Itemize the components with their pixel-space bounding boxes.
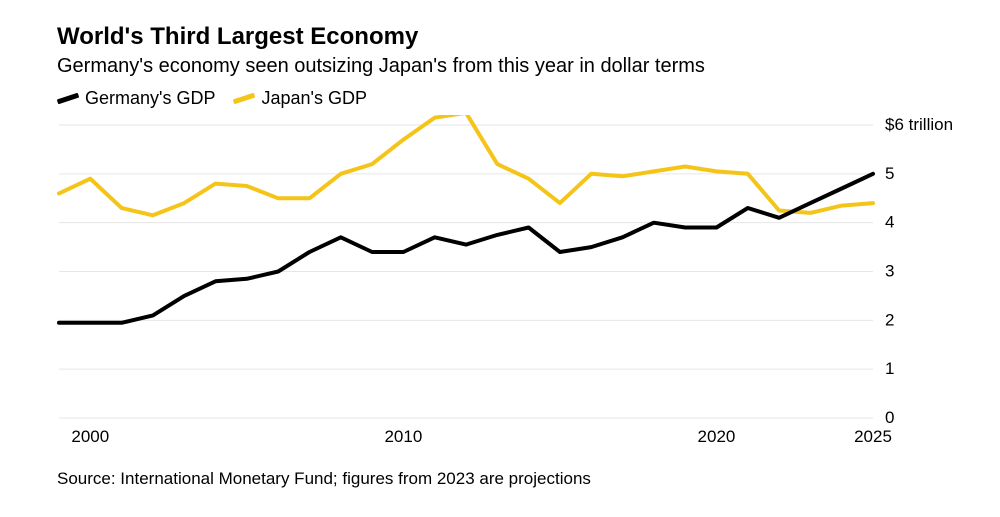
legend-label-japan: Japan's GDP [261, 88, 367, 109]
y-tick-label: 3 [885, 262, 894, 281]
series-line [59, 174, 873, 323]
x-tick-label: 2010 [384, 427, 422, 446]
y-tick-label: 5 [885, 164, 894, 183]
x-tick-label: 2025 [854, 427, 892, 446]
legend-swatch-germany [57, 93, 79, 105]
y-tick-label: 1 [885, 359, 894, 378]
content-area: World's Third Largest Economy Germany's … [57, 23, 965, 497]
legend: Germany's GDP Japan's GDP [57, 88, 965, 109]
chart-title: World's Third Largest Economy [57, 23, 965, 51]
chart-area: 0 1 2 3 4 5 $6 trillion 2000 2010 2020 2025 [57, 115, 965, 455]
y-tick-label: 4 [885, 213, 894, 232]
y-tick-label: 0 [885, 408, 894, 427]
chart-frame: World's Third Largest Economy Germany's … [0, 0, 1000, 517]
series-line [59, 115, 873, 215]
x-tick-label: 2000 [71, 427, 109, 446]
chart-subtitle: Germany's economy seen outsizing Japan's… [57, 55, 965, 78]
legend-swatch-japan [233, 93, 255, 105]
legend-label-germany: Germany's GDP [85, 88, 215, 109]
line-chart: 0 1 2 3 4 5 $6 trillion 2000 2010 2020 2025 [57, 115, 965, 450]
x-tick-label: 2020 [698, 427, 736, 446]
source-footnote: Source: International Monetary Fund; fig… [57, 469, 965, 489]
y-tick-label: 2 [885, 310, 894, 329]
y-tick-label: $6 trillion [885, 115, 953, 134]
legend-item-germany: Germany's GDP [57, 88, 215, 109]
legend-item-japan: Japan's GDP [233, 88, 367, 109]
